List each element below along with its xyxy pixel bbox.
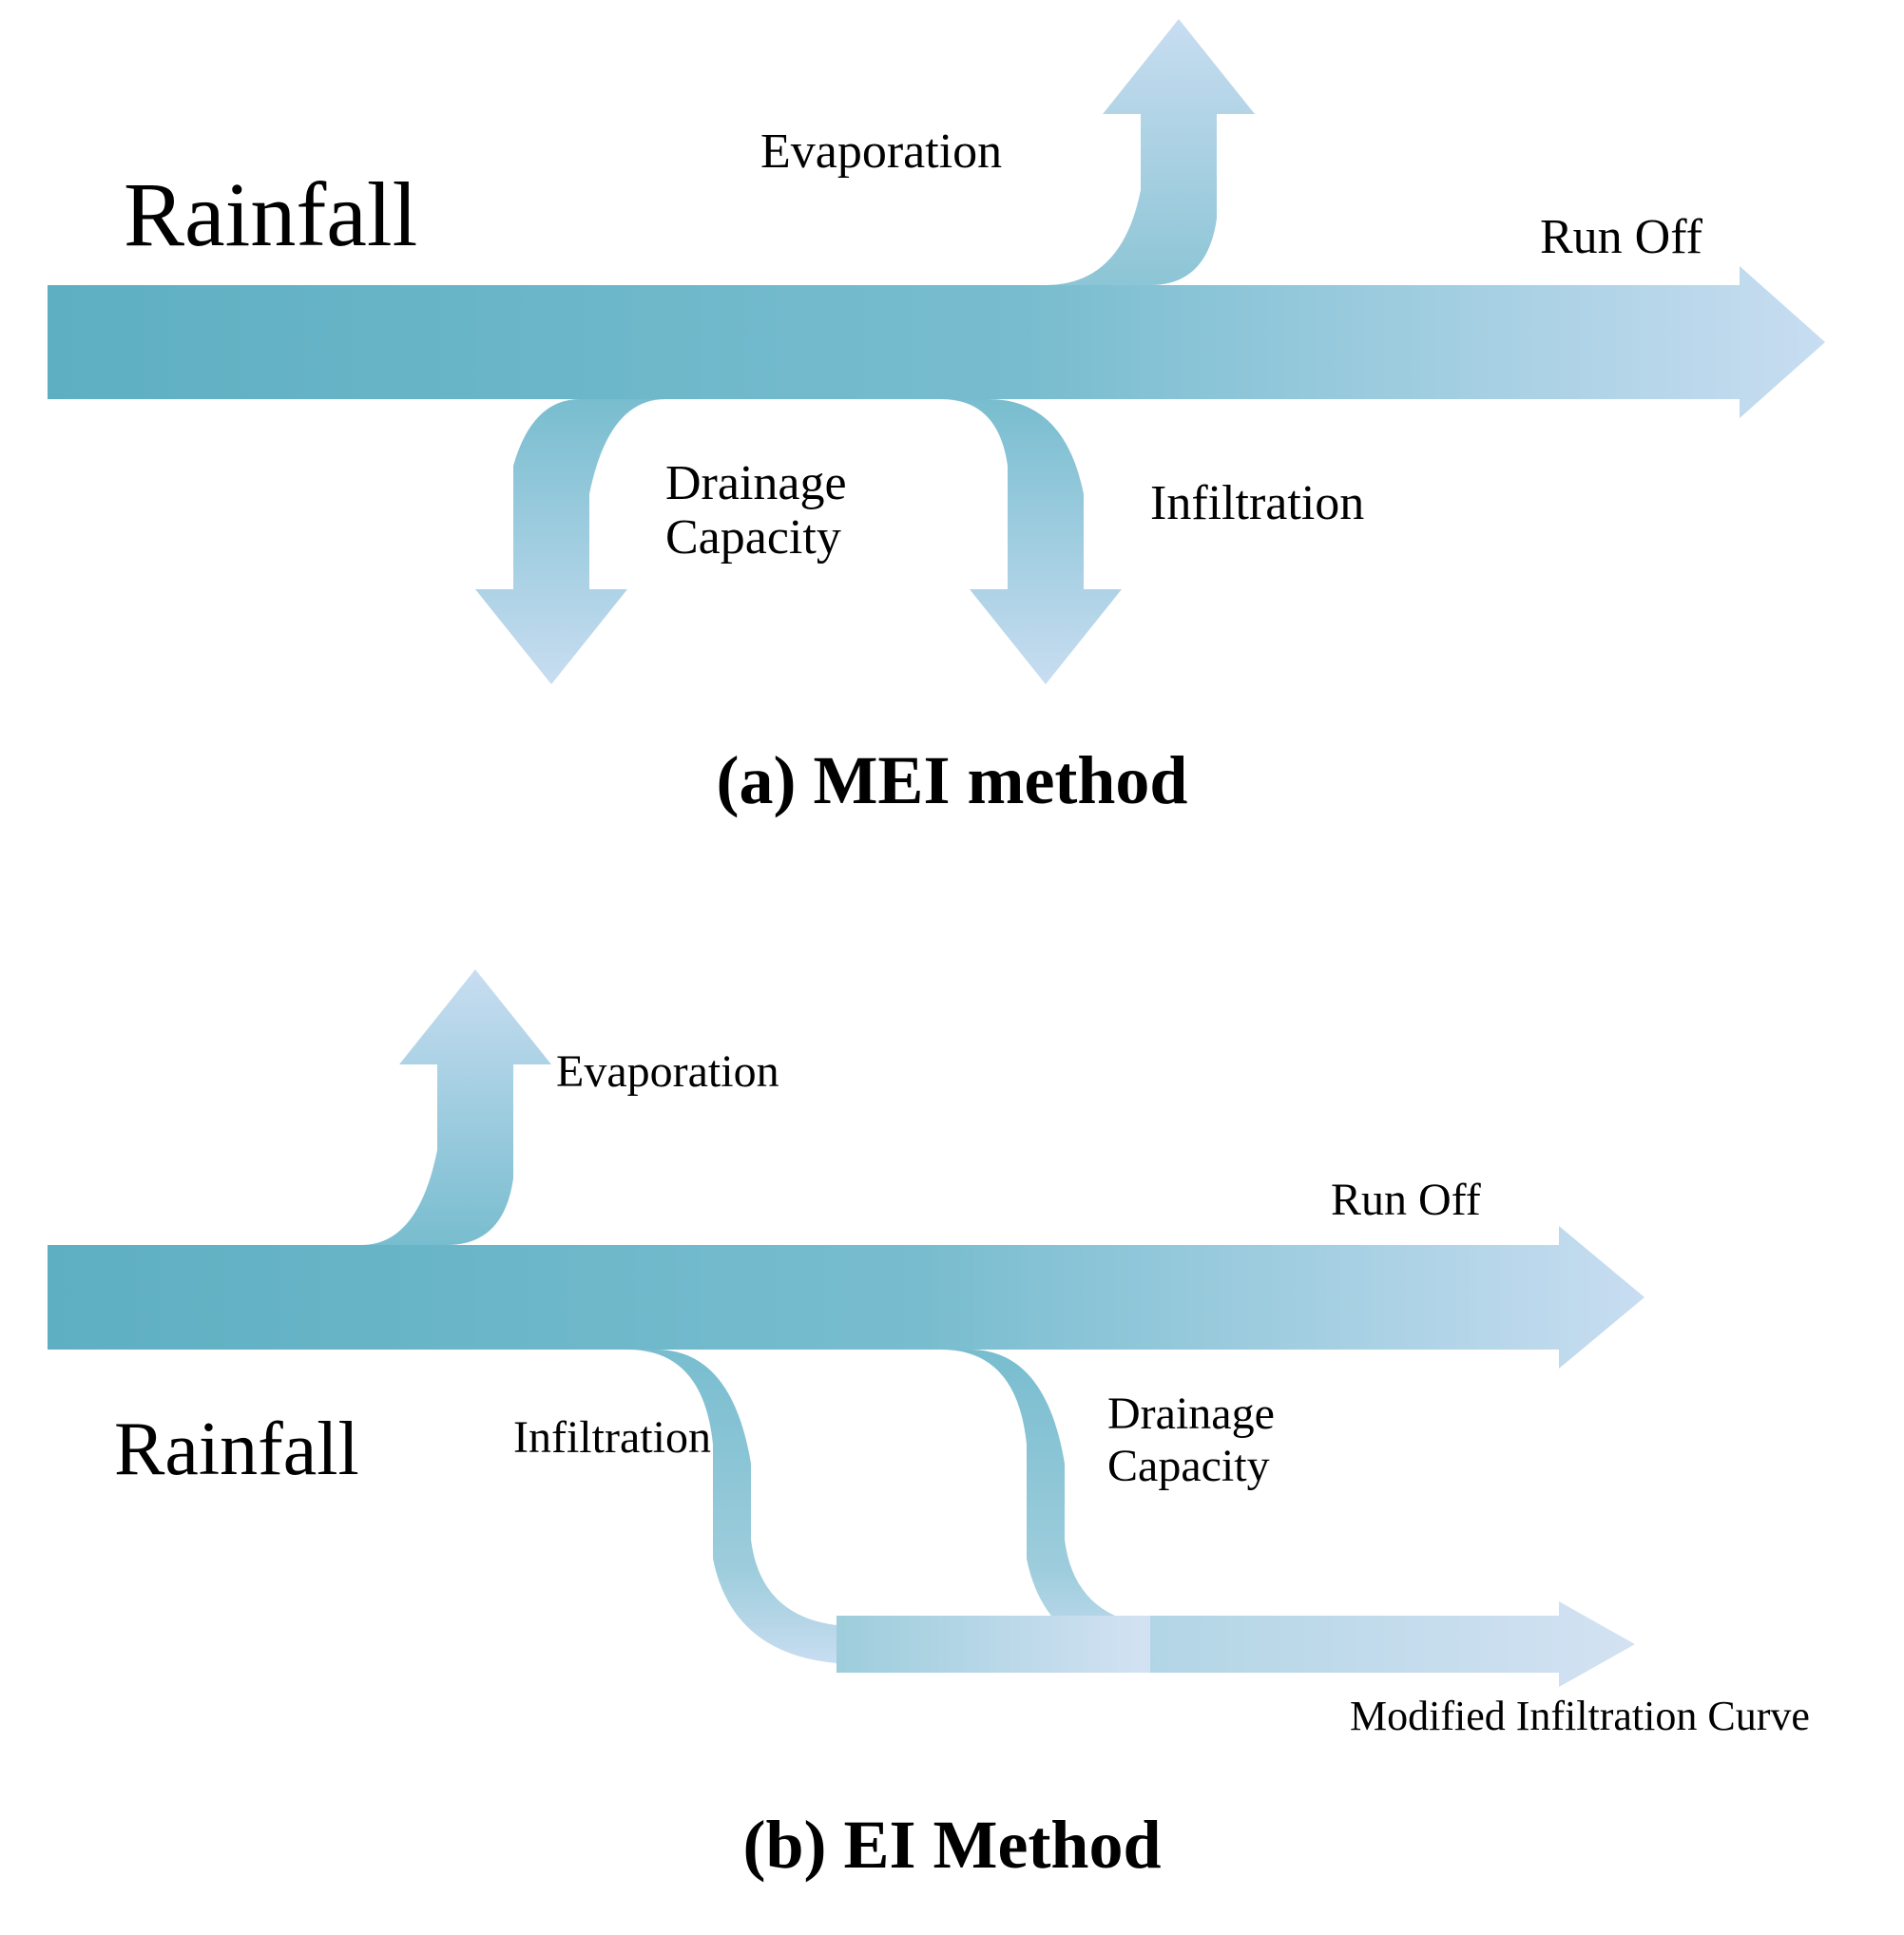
branch-drainage-mei [475, 399, 665, 684]
trunk-ei [48, 1226, 1644, 1369]
diagram-mei: Rainfall Evaporation Run Off Drainage Ca… [0, 0, 1904, 874]
caption-mei: (a) MEI method [0, 741, 1904, 820]
page-root: Rainfall Evaporation Run Off Drainage Ca… [0, 0, 1904, 1935]
label-rainfall-mei: Rainfall [124, 162, 417, 267]
label-evaporation-ei: Evaporation [556, 1045, 779, 1098]
branch-infiltration-mei [941, 399, 1122, 684]
label-mod-infiltration-ei: Modified Infiltration Curve [1350, 1692, 1810, 1740]
label-drainage-ei: Drainage Capacity [1107, 1388, 1275, 1492]
label-drainage-mei: Drainage Capacity [665, 456, 847, 565]
branch-mod-infiltration-ei [837, 1601, 1635, 1687]
label-evaporation-mei: Evaporation [760, 124, 1002, 180]
label-rainfall-ei: Rainfall [114, 1407, 359, 1493]
label-runoff-ei: Run Off [1331, 1174, 1481, 1226]
branch-evaporation-mei [1046, 19, 1255, 285]
label-infiltration-ei: Infiltration [513, 1411, 711, 1464]
branch-infiltration-ei [627, 1350, 837, 1663]
trunk-mei [48, 266, 1825, 418]
caption-ei: (b) EI Method [0, 1806, 1904, 1885]
diagram-ei: Evaporation Run Off Rainfall Infiltratio… [0, 931, 1904, 1935]
label-infiltration-mei: Infiltration [1150, 475, 1364, 531]
label-runoff-mei: Run Off [1540, 209, 1702, 265]
branch-evaporation-ei [361, 969, 551, 1245]
